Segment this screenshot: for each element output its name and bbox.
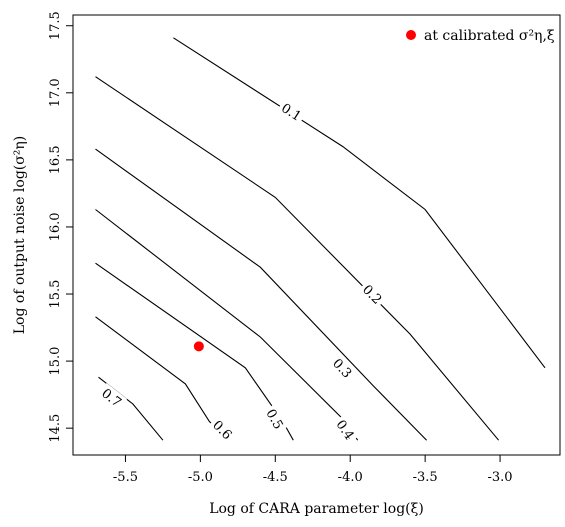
contour-label-background [96, 383, 128, 412]
contour-label-background [276, 97, 308, 126]
legend-marker [406, 30, 416, 40]
contour-label-group: 0.3 [327, 352, 358, 383]
contour-label-group: 0.6 [207, 414, 238, 445]
contour-label-background [357, 279, 388, 309]
legend: at calibrated σ²η,ξ [406, 28, 555, 44]
y-tick-label: 15.0 [48, 347, 63, 376]
x-tick-label: -4.0 [338, 470, 363, 485]
x-tick-label: -4.5 [263, 470, 288, 485]
contour-label-group: 0.1 [276, 97, 308, 126]
contour-line [95, 316, 224, 436]
y-tick-label: 16.5 [48, 145, 63, 174]
contour-line [95, 262, 294, 441]
contour-label-background [207, 414, 238, 445]
contour-lines-group [95, 37, 546, 441]
y-axis-title: Log of output noise log(σ²η) [12, 136, 28, 335]
contour-line [95, 148, 427, 441]
y-tick-label: 17.0 [48, 78, 63, 107]
contour-label-group: 0.5 [261, 403, 289, 435]
contour-label-background [331, 414, 360, 445]
x-tick-label: -5.0 [188, 470, 213, 485]
y-axis: 14.5 15.0 15.5 16.0 16.5 17.0 17.5 [48, 11, 73, 443]
plot-frame [72, 14, 561, 456]
contour-line [95, 76, 500, 441]
contour-label-background [261, 403, 289, 435]
y-tick-label: 17.5 [48, 11, 63, 40]
contour-labels-group: 0.1 0.2 0.3 0.4 0.5 0.6 0.7 [96, 97, 388, 445]
contour-label-group: 0.7 [96, 383, 128, 412]
y-tick-label: 14.5 [48, 414, 63, 443]
contour-label-group: 0.4 [331, 414, 360, 445]
calibrated-points-group [193, 341, 204, 352]
contour-line [173, 37, 546, 369]
x-tick-label: -3.5 [413, 470, 438, 485]
contour-label-group: 0.2 [357, 279, 388, 309]
x-tick-label: -3.0 [488, 470, 513, 485]
x-tick-label: -5.5 [113, 470, 138, 485]
contour-label-background [327, 352, 358, 383]
x-axis-title: Log of CARA parameter log(ξ) [209, 501, 424, 517]
x-axis: -5.5 -5.0 -4.5 -4.0 -3.5 -3.0 [113, 455, 513, 485]
y-tick-label: 16.0 [48, 212, 63, 241]
legend-label: at calibrated σ²η,ξ [424, 28, 555, 44]
y-tick-label: 15.5 [48, 280, 63, 309]
calibrated-point [193, 341, 204, 352]
